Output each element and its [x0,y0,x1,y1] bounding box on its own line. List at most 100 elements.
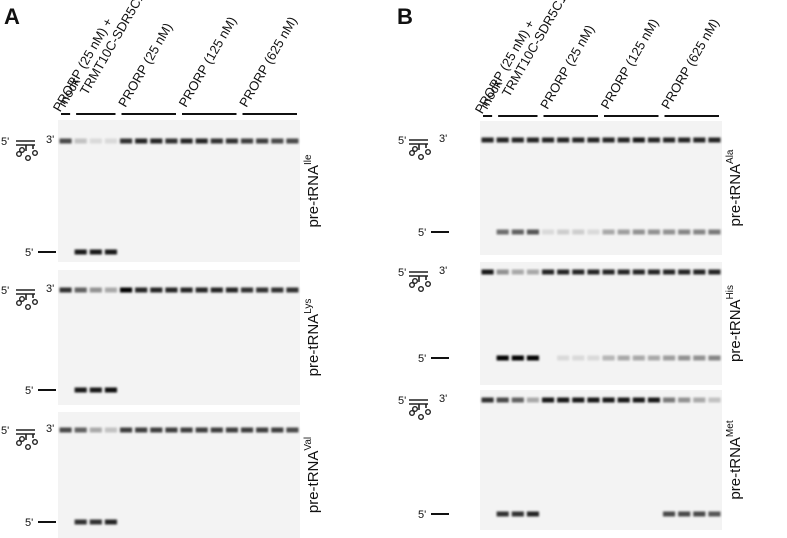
product-band [572,229,585,235]
precursor-band [678,137,691,143]
three-prime-label: 3' [46,423,54,435]
gel [58,412,300,538]
five-prime-label: 5' [398,135,406,147]
precursor-band [195,287,208,293]
precursor-band [602,397,615,403]
trna-isotype: Lys [303,299,314,314]
precursor-band [165,427,178,433]
product-band [587,229,600,235]
five-prime-label: 5' [398,267,406,279]
precursor-band [496,397,509,403]
trna-loop [16,150,23,157]
precursor-band [120,138,133,144]
precursor-band [647,137,660,143]
three-prime-label: 3' [439,393,447,405]
trna-loop [412,145,419,152]
product-band [587,355,600,361]
trna-label: pre-tRNAVal [303,437,322,513]
product-band [511,355,524,361]
product-band [74,387,87,393]
five-prime-label: 5' [1,425,9,437]
precursor-band [256,138,269,144]
precursor-band [557,397,570,403]
trna-loop [425,281,432,288]
precursor-band [241,287,254,293]
precursor-band [74,287,87,293]
product-band [526,355,539,361]
precursor-band [120,287,133,293]
precursor-band [708,397,721,403]
lane-label: PRORP (125 nM) [598,16,662,112]
product-band [74,519,87,525]
trna-loop [418,286,425,293]
precursor-band [511,397,524,403]
product-band [496,511,509,517]
precursor-band [602,269,615,275]
precursor-band [104,138,117,144]
trna-loop [25,154,32,161]
trna-loop [418,153,425,160]
product-band [104,249,117,255]
product-band [708,355,721,361]
precursor-band [693,269,706,275]
precursor-band [256,287,269,293]
trna-isotype: Ile [303,154,314,165]
product-band [542,229,555,235]
trna-loop [19,146,26,153]
product-band [511,511,524,517]
product-band [557,229,570,235]
trna-name: pre-tRNA [305,165,322,228]
precursor-band [542,269,555,275]
product-band [708,229,721,235]
product-band [678,511,691,517]
product-band [89,519,102,525]
precursor-band [587,137,600,143]
trna-isotype: Met [725,420,736,437]
precursor-band [180,427,193,433]
trna-loop [32,439,39,446]
precursor-band [180,138,193,144]
precursor-band [150,427,163,433]
precursor-band [256,427,269,433]
precursor-band [89,427,102,433]
precursor-band [286,427,299,433]
product-band [693,229,706,235]
product-band [663,511,676,517]
gel [58,120,300,262]
precursor-band [135,287,148,293]
trna-loop [409,410,416,417]
precursor-band [693,397,706,403]
product-band [693,511,706,517]
trna-name: pre-tRNA [305,314,322,377]
lane-label-line: PRORP (625 nM) [236,14,300,110]
precursor-band [663,269,676,275]
trna-loop [19,436,26,443]
product-band [74,249,87,255]
trna-icon [409,271,428,282]
product-band [104,387,117,393]
lane-label-line: PRORP (125 nM) [176,14,240,110]
precursor-band [511,269,524,275]
product-band [678,355,691,361]
precursor-band [572,397,585,403]
precursor-band [74,138,87,144]
trna-icon [16,289,35,300]
five-prime-label: 5' [1,136,9,148]
precursor-band [241,427,254,433]
precursor-band [195,427,208,433]
trna-label: pre-tRNALys [303,299,322,377]
precursor-band [286,138,299,144]
precursor-band [572,137,585,143]
precursor-band [74,427,87,433]
precursor-band [693,137,706,143]
product-band [663,355,676,361]
gel [480,262,722,385]
trna-isotype: Val [303,437,314,451]
trna-loop [16,440,23,447]
trna-loop [32,149,39,156]
five-prime-label: 5' [418,509,426,521]
precursor-band [225,427,238,433]
product-band [104,519,117,525]
